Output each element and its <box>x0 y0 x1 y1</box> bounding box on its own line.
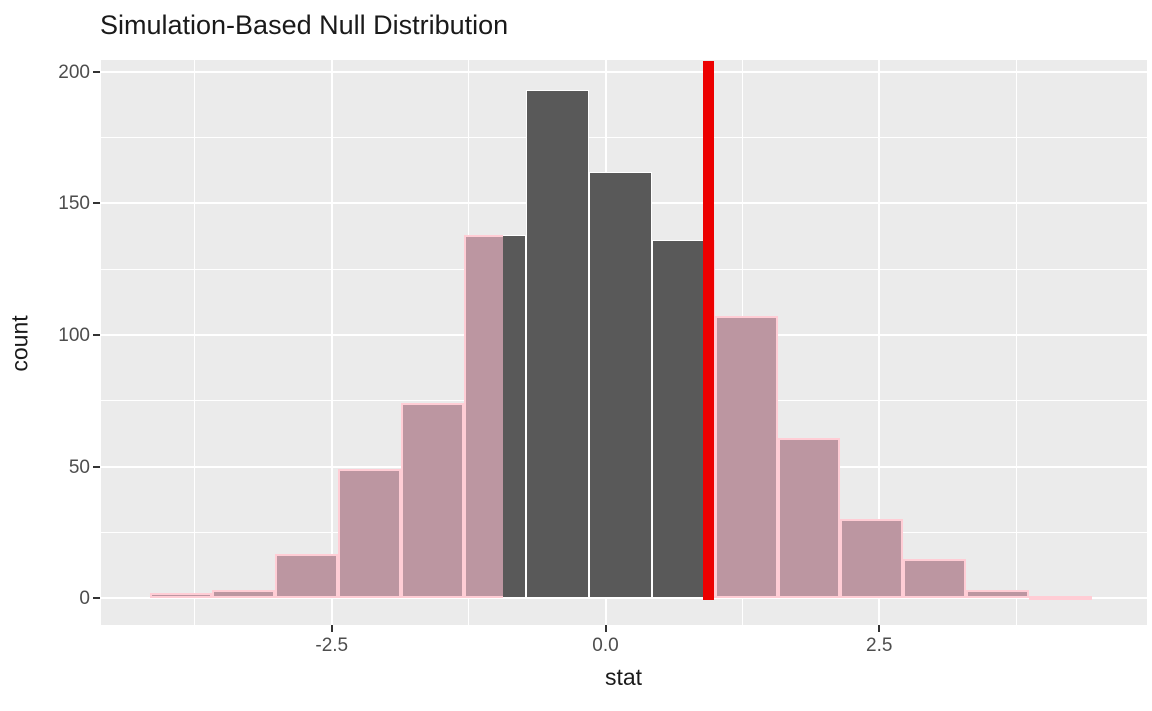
shaded-bar <box>1028 595 1092 600</box>
histogram-bar <box>589 171 652 599</box>
shaded-bar <box>337 469 401 599</box>
x-major-gridline <box>330 60 333 625</box>
y-tick-mark <box>93 202 100 205</box>
y-major-gridline <box>100 70 1147 73</box>
x-tick-label: 0.0 <box>592 635 619 656</box>
y-minor-gridline <box>100 136 1147 138</box>
y-major-gridline <box>100 597 1147 600</box>
y-tick-label: 0 <box>79 588 90 610</box>
y-tick-mark <box>93 70 100 73</box>
shaded-bar <box>400 403 464 599</box>
x-minor-gridline <box>194 60 196 625</box>
plot-panel <box>100 60 1147 625</box>
y-tick-mark <box>93 597 100 600</box>
histogram-bar <box>526 89 590 599</box>
y-tick-mark <box>93 333 100 336</box>
y-tick-label: 200 <box>58 61 90 83</box>
y-tick-label: 50 <box>68 456 90 478</box>
shaded-bar <box>275 553 338 599</box>
x-tick-label: 2.5 <box>866 635 893 656</box>
observed-stat-line <box>702 61 714 601</box>
shaded-bar <box>149 593 213 599</box>
shaded-bar <box>777 437 841 599</box>
shaded-bar <box>714 316 778 599</box>
shaded-bar <box>212 590 276 599</box>
shaded-bar <box>965 590 1029 599</box>
x-major-gridline <box>878 60 881 625</box>
y-tick-mark <box>93 465 100 468</box>
x-tick-mark <box>330 625 333 632</box>
chart-title: Simulation-Based Null Distribution <box>100 10 509 40</box>
x-minor-gridline <box>1015 60 1017 625</box>
y-tick-label: 150 <box>58 193 90 215</box>
y-axis-title: count <box>6 315 33 372</box>
y-tick-label: 100 <box>58 324 90 346</box>
x-tick-label: -2.5 <box>315 635 349 656</box>
x-tick-mark <box>878 625 881 632</box>
shaded-bar <box>840 519 904 599</box>
shaded-bar <box>903 558 966 599</box>
x-tick-mark <box>604 625 607 632</box>
x-axis-title: stat <box>604 664 643 690</box>
shaded-bar-left-portion <box>463 234 503 599</box>
